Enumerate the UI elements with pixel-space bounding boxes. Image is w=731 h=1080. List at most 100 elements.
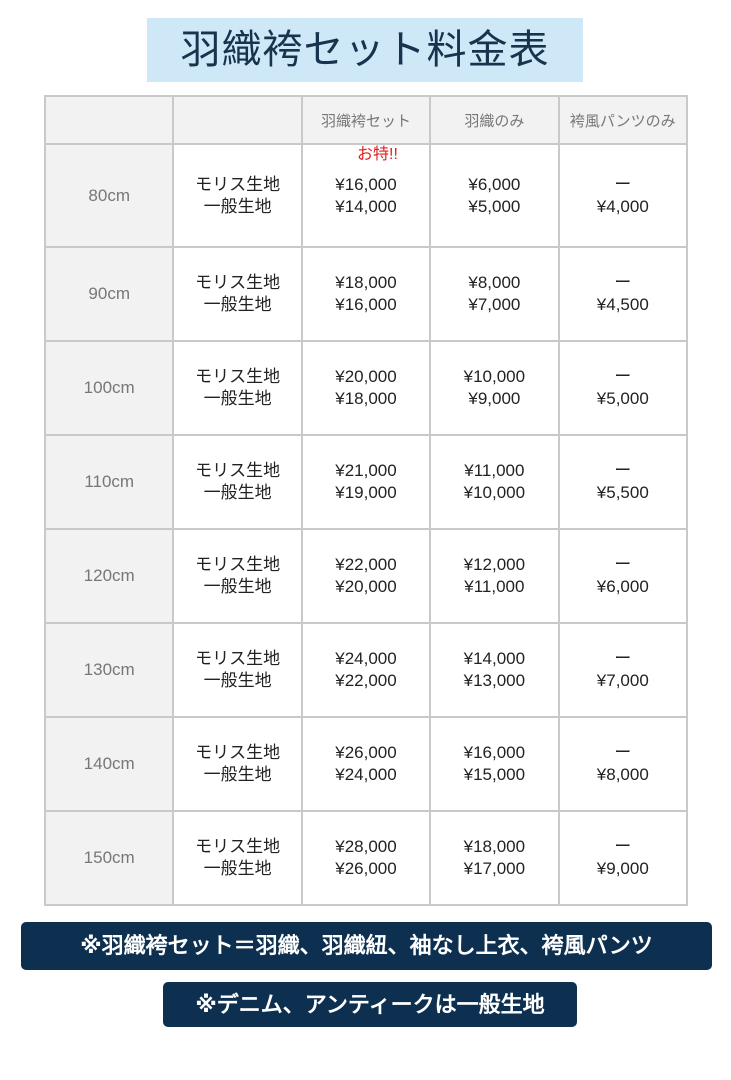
size-cell: 100cm [43,340,175,436]
line: ¥4,500 [596,295,649,314]
table-row: 80cm モリス生地 一般生地 ¥16,000 ¥14,000 ¥6,000 ¥5,000 ー… [43,143,689,248]
pants-price-cell: ー ¥5,000 [557,340,689,436]
line: ¥18,000 [335,389,397,408]
haori-price-cell: ¥18,000 ¥17,000 [429,810,560,906]
line: 一般生地 [203,671,272,690]
line: ー [614,649,632,668]
haori-price-cell: ¥11,000 ¥10,000 [429,434,560,530]
pants-price-cell: ー ¥4,500 [557,246,689,342]
note-fabric: ※デニム、アンティークは一般生地 [163,982,577,1027]
haori-price-cell: ¥8,000 ¥7,000 [429,246,560,342]
line: ¥6,000 [468,174,521,194]
line: ¥10,000 [463,367,526,386]
line: ¥8,000 [468,273,521,292]
header-haori: 羽織のみ [429,95,560,145]
pants-price-cell: ー ¥5,500 [557,434,689,530]
line: ¥17,000 [463,859,526,878]
line: ¥9,000 [468,389,521,408]
line: モリス生地 [195,649,281,668]
line: モリス生地 [195,367,281,386]
line: ¥11,000 [464,577,525,596]
line: ー [614,273,632,292]
line: 一般生地 [203,765,272,784]
header-pants: 袴風パンツのみ [557,95,689,145]
line: ¥16,000 [335,174,397,194]
line: 一般生地 [203,483,272,502]
page-title: 羽織袴セット料金表 [147,18,583,82]
line: モリス生地 [195,743,281,762]
line: モリス生地 [195,273,281,292]
haori-price-cell: ¥6,000 ¥5,000 [429,143,560,248]
line: ¥9,000 [596,859,649,878]
line: モリス生地 [195,461,281,480]
line: モリス生地 [195,174,281,194]
fabric-cell: モリス生地 一般生地 [172,716,303,812]
line: ¥20,000 [335,367,397,386]
pants-price-cell: ー ¥8,000 [557,716,689,812]
set-price-cell: ¥28,000 ¥26,000 [300,810,432,906]
line: ¥6,000 [596,577,649,596]
fabric-cell: モリス生地 一般生地 [172,340,303,436]
line: ¥18,000 [463,837,526,856]
table-row: 130cm モリス生地一般生地 ¥24,000 ¥22,000 ¥14,000 ¥13,0… [43,622,689,718]
line: ー [614,837,632,856]
line: ¥7,000 [468,295,521,314]
line: ¥24,000 [335,765,397,784]
fabric-cell: モリス生地 一般生地 [172,246,303,342]
line: ¥10,000 [463,483,526,502]
size-cell: 130cm [43,622,175,718]
line: ¥19,000 [335,483,397,502]
pants-price-cell: ー ¥6,000 [557,528,689,624]
table-row: 90cm モリス生地 一般生地 ¥18,000 ¥16,000 ¥8,000 ¥7,000 ー… [43,246,689,342]
line: ¥28,000 [335,837,397,856]
fabric-cell: モリス生地 一般生地 [172,528,303,624]
line: ¥24,000 [335,649,397,668]
line: モリス生地 [195,555,281,574]
pants-price-cell: ー ¥7,000 [557,622,689,718]
size-cell: 110cm [43,434,175,530]
set-price-cell: ¥24,000 ¥22,000 [300,622,432,718]
line: ー [614,743,632,762]
table-row: 110cm モリス生地 一般生地 ¥21,000 ¥19,000 ¥11,000 ¥10,0… [43,434,689,530]
line: ¥5,500 [596,483,649,502]
table-header-row: 羽織袴セット 羽織のみ 袴風パンツのみ [43,95,689,145]
table-row: 150cm モリス生地 一般生地 ¥28,000 ¥26,000 ¥18,000 ¥17,0… [43,810,689,906]
line: ¥14,000 [463,649,526,668]
header-set: 羽織袴セット [300,95,432,145]
haori-price-cell: ¥12,000 ¥11,000 [429,528,560,624]
set-price-cell: ¥26,000 ¥24,000 [300,716,432,812]
price-table: 羽織袴セット 羽織のみ 袴風パンツのみ 80cm モリス生地 一般生地 ¥16,000… [43,95,689,906]
haori-price-cell: ¥10,000 ¥9,000 [429,340,560,436]
line: ¥13,000 [463,671,526,690]
line: ¥26,000 [335,743,397,762]
size-cell: 90cm [43,246,175,342]
pants-price-cell: ー ¥9,000 [557,810,689,906]
haori-price-cell: ¥16,000 ¥15,000 [429,716,560,812]
size-cell: 150cm [43,810,175,906]
line: モリス生地 [195,837,281,856]
line: ¥12,000 [463,555,526,574]
line: ¥26,000 [335,859,397,878]
line: 一般生地 [203,196,272,216]
size-cell: 120cm [43,528,175,624]
fabric-cell: モリス生地 一般生地 [172,434,303,530]
line: ¥22,000 [335,555,397,574]
line: ¥7,000 [596,671,649,690]
header-size [43,95,175,145]
line: 一般生地 [203,389,272,408]
line: ¥8,000 [596,765,649,784]
fabric-cell: モリス生地 一般生地 [172,810,303,906]
line: ¥11,000 [464,461,525,480]
line: ¥20,000 [335,577,397,596]
table-row: 140cm モリス生地 一般生地 ¥26,000 ¥24,000 ¥16,000 ¥15,0… [43,716,689,812]
line: ¥5,000 [468,196,521,216]
deal-badge: お特!! [357,146,398,163]
line: ¥5,000 [596,389,649,408]
set-price-cell: ¥16,000 ¥14,000 [300,143,432,248]
line: ¥14,000 [335,196,397,216]
pants-price-cell: ー ¥4,000 [557,143,689,248]
line: 一般生地 [203,295,272,314]
line: ー [614,461,632,480]
line: ¥4,000 [596,196,649,216]
line: ー [614,367,632,386]
